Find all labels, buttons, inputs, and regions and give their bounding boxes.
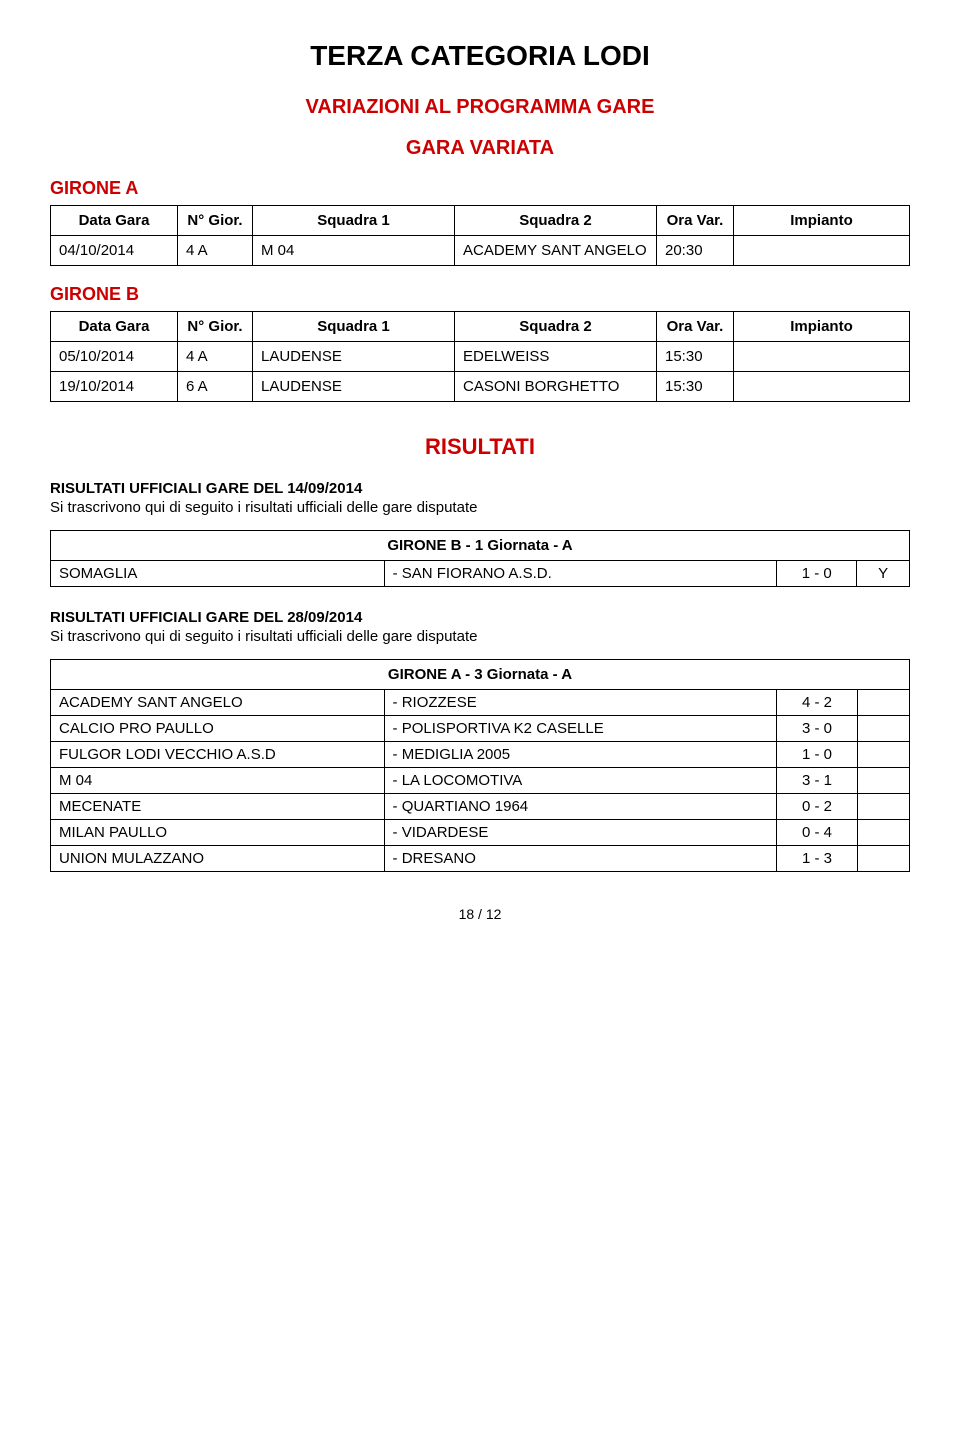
results1-title: GIRONE B - 1 Giornata - A bbox=[51, 531, 910, 561]
cell-away: - LA LOCOMOTIVA bbox=[384, 768, 777, 794]
cell-flag bbox=[857, 690, 909, 716]
table-row: MECENATE- QUARTIANO 19640 - 2 bbox=[51, 794, 910, 820]
results2-table: GIRONE A - 3 Giornata - A ACADEMY SANT A… bbox=[50, 659, 910, 872]
subtitle-variazioni: VARIAZIONI AL PROGRAMMA GARE bbox=[50, 96, 910, 119]
cell-home: SOMAGLIA bbox=[51, 561, 385, 587]
cell-imp bbox=[734, 236, 910, 266]
girone-a-table: Data Gara N° Gior. Squadra 1 Squadra 2 O… bbox=[50, 205, 910, 266]
table-row: M 04- LA LOCOMOTIVA3 - 1 bbox=[51, 768, 910, 794]
results2-note: Si trascrivono qui di seguito i risultat… bbox=[50, 628, 910, 645]
subtitle-gara-variata: GARA VARIATA bbox=[50, 137, 910, 160]
cell-score: 1 - 0 bbox=[777, 561, 857, 587]
cell-away: - VIDARDESE bbox=[384, 820, 777, 846]
th-sq1: Squadra 1 bbox=[253, 206, 455, 236]
girone-b-label: GIRONE B bbox=[50, 284, 910, 305]
cell-sq2: CASONI BORGHETTO bbox=[455, 372, 657, 402]
cell-sq1: LAUDENSE bbox=[253, 372, 455, 402]
cell-sq1: M 04 bbox=[253, 236, 455, 266]
cell-score: 3 - 1 bbox=[777, 768, 857, 794]
risultati-title: RISULTATI bbox=[50, 434, 910, 460]
cell-score: 1 - 3 bbox=[777, 846, 857, 872]
cell-flag bbox=[857, 742, 909, 768]
th-gior: N° Gior. bbox=[178, 312, 253, 342]
cell-sq2: EDELWEISS bbox=[455, 342, 657, 372]
table-row: 19/10/20146 ALAUDENSECASONI BORGHETTO15:… bbox=[51, 372, 910, 402]
girone-b-table: Data Gara N° Gior. Squadra 1 Squadra 2 O… bbox=[50, 311, 910, 402]
cell-away: - SAN FIORANO A.S.D. bbox=[384, 561, 777, 587]
results2-heading: RISULTATI UFFICIALI GARE DEL 28/09/2014 bbox=[50, 609, 910, 626]
th-imp: Impianto bbox=[734, 312, 910, 342]
cell-away: - RIOZZESE bbox=[384, 690, 777, 716]
cell-away: - POLISPORTIVA K2 CASELLE bbox=[384, 716, 777, 742]
results1-heading: RISULTATI UFFICIALI GARE DEL 14/09/2014 bbox=[50, 480, 910, 497]
page-title: TERZA CATEGORIA LODI bbox=[50, 40, 910, 72]
girone-a-body: 04/10/20144 AM 04ACADEMY SANT ANGELO20:3… bbox=[51, 236, 910, 266]
table-row: FULGOR LODI VECCHIO A.S.D- MEDIGLIA 2005… bbox=[51, 742, 910, 768]
cell-away: - MEDIGLIA 2005 bbox=[384, 742, 777, 768]
cell-date: 19/10/2014 bbox=[51, 372, 178, 402]
cell-flag bbox=[857, 716, 909, 742]
pager: 18 / 12 bbox=[50, 906, 910, 922]
table-row: 04/10/20144 AM 04ACADEMY SANT ANGELO20:3… bbox=[51, 236, 910, 266]
cell-home: M 04 bbox=[51, 768, 385, 794]
table-row: SOMAGLIA- SAN FIORANO A.S.D.1 - 0Y bbox=[51, 561, 910, 587]
th-imp: Impianto bbox=[734, 206, 910, 236]
table-row: CALCIO PRO PAULLO- POLISPORTIVA K2 CASEL… bbox=[51, 716, 910, 742]
cell-home: MECENATE bbox=[51, 794, 385, 820]
results1-note: Si trascrivono qui di seguito i risultat… bbox=[50, 499, 910, 516]
cell-flag bbox=[857, 768, 909, 794]
th-sq2: Squadra 2 bbox=[455, 206, 657, 236]
cell-gior: 4 A bbox=[178, 236, 253, 266]
cell-ora: 15:30 bbox=[657, 372, 734, 402]
cell-ora: 20:30 bbox=[657, 236, 734, 266]
th-sq2: Squadra 2 bbox=[455, 312, 657, 342]
cell-flag: Y bbox=[857, 561, 910, 587]
th-data: Data Gara bbox=[51, 312, 178, 342]
cell-home: ACADEMY SANT ANGELO bbox=[51, 690, 385, 716]
cell-score: 0 - 2 bbox=[777, 794, 857, 820]
table-row: 05/10/20144 ALAUDENSEEDELWEISS15:30 bbox=[51, 342, 910, 372]
cell-away: - DRESANO bbox=[384, 846, 777, 872]
cell-flag bbox=[857, 846, 909, 872]
results1-body: SOMAGLIA- SAN FIORANO A.S.D.1 - 0Y bbox=[51, 561, 910, 587]
cell-imp bbox=[734, 342, 910, 372]
th-ora: Ora Var. bbox=[657, 206, 734, 236]
cell-ora: 15:30 bbox=[657, 342, 734, 372]
table-row: MILAN PAULLO- VIDARDESE0 - 4 bbox=[51, 820, 910, 846]
cell-home: FULGOR LODI VECCHIO A.S.D bbox=[51, 742, 385, 768]
cell-sq1: LAUDENSE bbox=[253, 342, 455, 372]
cell-away: - QUARTIANO 1964 bbox=[384, 794, 777, 820]
cell-flag bbox=[857, 794, 909, 820]
th-ora: Ora Var. bbox=[657, 312, 734, 342]
results2-title: GIRONE A - 3 Giornata - A bbox=[51, 660, 910, 690]
table-row: UNION MULAZZANO- DRESANO1 - 3 bbox=[51, 846, 910, 872]
cell-gior: 4 A bbox=[178, 342, 253, 372]
girone-a-label: GIRONE A bbox=[50, 178, 910, 199]
cell-score: 4 - 2 bbox=[777, 690, 857, 716]
cell-score: 3 - 0 bbox=[777, 716, 857, 742]
results1-table: GIRONE B - 1 Giornata - A SOMAGLIA- SAN … bbox=[50, 530, 910, 587]
th-data: Data Gara bbox=[51, 206, 178, 236]
table-row: ACADEMY SANT ANGELO- RIOZZESE4 - 2 bbox=[51, 690, 910, 716]
cell-score: 0 - 4 bbox=[777, 820, 857, 846]
cell-flag bbox=[857, 820, 909, 846]
cell-imp bbox=[734, 372, 910, 402]
cell-date: 04/10/2014 bbox=[51, 236, 178, 266]
th-sq1: Squadra 1 bbox=[253, 312, 455, 342]
cell-sq2: ACADEMY SANT ANGELO bbox=[455, 236, 657, 266]
cell-date: 05/10/2014 bbox=[51, 342, 178, 372]
cell-home: UNION MULAZZANO bbox=[51, 846, 385, 872]
girone-b-body: 05/10/20144 ALAUDENSEEDELWEISS15:3019/10… bbox=[51, 342, 910, 402]
results2-body: ACADEMY SANT ANGELO- RIOZZESE4 - 2CALCIO… bbox=[51, 690, 910, 872]
cell-score: 1 - 0 bbox=[777, 742, 857, 768]
th-gior: N° Gior. bbox=[178, 206, 253, 236]
cell-gior: 6 A bbox=[178, 372, 253, 402]
cell-home: CALCIO PRO PAULLO bbox=[51, 716, 385, 742]
cell-home: MILAN PAULLO bbox=[51, 820, 385, 846]
